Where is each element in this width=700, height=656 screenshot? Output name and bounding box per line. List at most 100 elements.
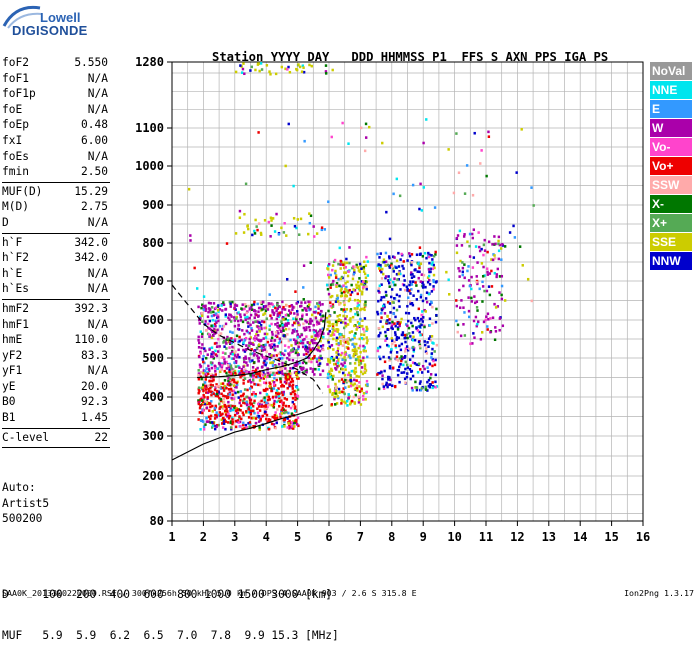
- echo-point: [430, 263, 434, 266]
- echo-point: [420, 317, 423, 321]
- echo-point: [419, 280, 422, 283]
- echo-point: [314, 305, 317, 309]
- echo-point: [198, 355, 201, 359]
- echo-point: [344, 358, 347, 362]
- echo-point: [250, 308, 254, 311]
- echo-point: [210, 346, 214, 350]
- echo-point: [319, 373, 322, 376]
- echo-point: [417, 340, 421, 344]
- echo-point: [463, 311, 466, 314]
- echo-point: [256, 228, 259, 232]
- echo-point: [205, 391, 208, 394]
- echo-point: [415, 284, 418, 287]
- echo-point: [254, 310, 257, 313]
- echo-point: [205, 328, 208, 332]
- echo-point: [220, 362, 223, 365]
- echo-point: [297, 345, 300, 349]
- echo-point: [272, 402, 276, 406]
- echo-point: [230, 426, 233, 430]
- echo-point: [400, 253, 404, 257]
- echo-point: [268, 372, 271, 376]
- echo-point: [387, 375, 390, 379]
- echo-point: [361, 394, 365, 398]
- echo-point: [288, 415, 291, 418]
- echo-point: [201, 332, 204, 336]
- echo-point: [252, 354, 256, 357]
- echo-point: [305, 326, 308, 329]
- echo-point: [291, 349, 295, 352]
- echo-point: [296, 353, 300, 357]
- echo-point: [197, 335, 200, 339]
- echo-point: [428, 283, 432, 286]
- echo-point: [380, 311, 383, 315]
- echo-point: [473, 336, 476, 339]
- echo-point: [209, 383, 213, 387]
- echo-point: [242, 372, 246, 376]
- echo-point: [387, 356, 391, 359]
- echo-point: [401, 264, 404, 268]
- echo-point: [228, 342, 232, 345]
- echo-point: [200, 312, 203, 315]
- echo-point: [231, 352, 234, 356]
- echo-point: [308, 348, 311, 351]
- echo-point: [350, 283, 353, 287]
- echo-point: [335, 339, 338, 342]
- echo-point: [198, 411, 202, 414]
- echo-point: [340, 335, 343, 339]
- echo-point: [310, 335, 313, 339]
- echo-point: [302, 360, 306, 363]
- echo-point: [224, 339, 227, 342]
- echo-point: [243, 364, 246, 368]
- echo-point: [465, 164, 469, 167]
- echo-point: [202, 425, 206, 428]
- echo-point: [266, 307, 269, 310]
- echo-point: [377, 289, 380, 293]
- echo-point: [280, 410, 283, 414]
- echo-point: [198, 406, 202, 410]
- echo-point: [242, 348, 245, 352]
- echo-point: [226, 377, 230, 380]
- echo-point: [248, 331, 251, 335]
- echo-point: [217, 333, 221, 337]
- x-tick-label: 11: [479, 530, 493, 544]
- legend-item-x-: X+: [650, 214, 692, 232]
- echo-point: [335, 321, 339, 324]
- echo-point: [364, 136, 368, 139]
- param-separator: [2, 298, 110, 300]
- echo-point: [349, 320, 352, 323]
- echo-point: [359, 264, 362, 267]
- echo-point: [358, 262, 362, 266]
- echo-point: [231, 378, 234, 382]
- echo-point: [336, 300, 340, 303]
- echo-point: [385, 320, 388, 324]
- echo-point: [393, 322, 396, 325]
- echo-point: [221, 422, 224, 425]
- echo-point: [466, 269, 469, 273]
- echo-point: [252, 409, 255, 413]
- echo-point: [303, 328, 307, 332]
- echo-point: [389, 367, 393, 370]
- param-row: fmin 2.50: [2, 165, 110, 181]
- echo-point: [227, 404, 230, 408]
- echo-point: [472, 319, 476, 323]
- echo-point: [293, 392, 297, 396]
- echo-point: [212, 334, 215, 337]
- echo-point: [197, 373, 200, 377]
- echo-point: [215, 313, 218, 316]
- echo-point: [347, 337, 350, 340]
- echo-point: [266, 308, 270, 311]
- echo-point: [338, 302, 341, 306]
- echo-point: [254, 417, 258, 420]
- echo-point: [273, 376, 276, 380]
- echo-point: [386, 300, 390, 304]
- echo-point: [286, 417, 289, 420]
- echo-point: [271, 309, 274, 312]
- echo-point: [215, 341, 218, 345]
- echo-point: [342, 284, 345, 287]
- echo-point: [284, 322, 288, 326]
- echo-point: [365, 328, 369, 331]
- echo-point: [291, 404, 295, 408]
- echo-point: [250, 342, 253, 345]
- echo-point: [201, 386, 204, 389]
- echo-point: [223, 385, 227, 389]
